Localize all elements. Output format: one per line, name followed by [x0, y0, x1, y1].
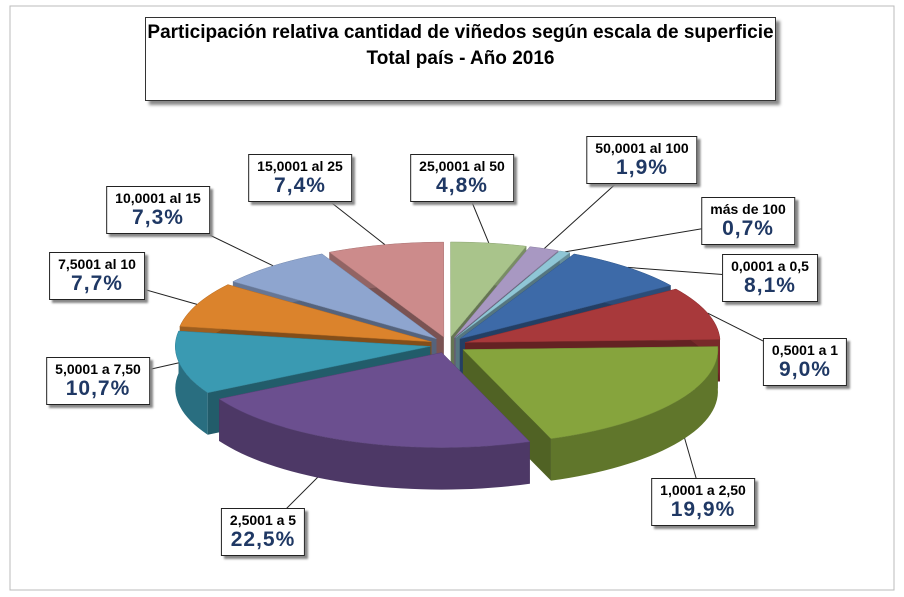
category-label: 2,5001 a 5	[229, 512, 297, 528]
data-label: 1,0001 a 2,50 19,9%	[651, 478, 755, 526]
value-label: 19,9%	[670, 498, 736, 521]
data-label: más de 100 0,7%	[701, 197, 795, 245]
slice	[465, 288, 721, 343]
value-label: 1,9%	[616, 156, 668, 179]
value-label: 10,7%	[65, 377, 131, 400]
category-label: 10,0001 al 15	[115, 190, 201, 206]
value-label: 4,8%	[436, 174, 488, 197]
category-label: 0,5001 a 1	[771, 342, 839, 358]
slice	[218, 352, 531, 448]
slice	[459, 253, 672, 340]
chart-border	[9, 5, 895, 591]
slice	[175, 330, 431, 394]
data-label: 5,0001 a 7,50 10,7%	[46, 357, 150, 405]
slice-side	[550, 346, 718, 481]
slice	[455, 250, 571, 338]
value-label: 8,1%	[744, 274, 796, 297]
value-label: 22,5%	[230, 528, 296, 551]
category-label: 1,0001 a 2,50	[660, 482, 746, 498]
category-label: 5,0001 a 7,50	[55, 361, 141, 377]
category-label: 15,0001 al 25	[257, 158, 343, 174]
data-label: 0,5001 a 1 9,0%	[762, 338, 848, 386]
value-label: 9,0%	[779, 358, 831, 381]
data-label: 50,0001 al 100 1,9%	[586, 136, 698, 184]
chart-title: Participación relativa cantidad de viñed…	[147, 22, 774, 43]
chart-subtitle: Total país - Año 2016	[366, 48, 555, 69]
category-label: 25,0001 al 50	[419, 158, 505, 174]
data-label: 0,0001 a 0,5 8,1%	[722, 254, 818, 302]
slice-group	[462, 346, 719, 481]
slice	[179, 284, 432, 343]
slice-group	[218, 352, 531, 490]
data-label: 15,0001 al 25 7,4%	[248, 154, 352, 202]
data-label: 10,0001 al 15 7,3%	[106, 186, 210, 234]
value-label: 0,7%	[722, 217, 774, 240]
slice-side	[175, 331, 208, 435]
data-label: 2,5001 a 5 22,5%	[220, 508, 306, 556]
data-label: 25,0001 al 50 4,8%	[410, 154, 514, 202]
category-label: 0,0001 a 0,5	[731, 258, 809, 274]
value-label: 7,3%	[132, 206, 184, 229]
value-label: 7,4%	[274, 174, 326, 197]
data-label: 7,5001 al 10 7,7%	[49, 252, 145, 300]
category-label: 7,5001 al 10	[58, 256, 136, 272]
slice	[232, 253, 437, 340]
value-label: 7,7%	[71, 272, 123, 295]
category-label: 50,0001 al 100	[595, 140, 689, 156]
title-box: Participación relativa cantidad de viñed…	[145, 17, 776, 101]
slice	[462, 346, 719, 439]
category-label: más de 100	[710, 201, 786, 217]
slice	[328, 241, 445, 338]
slice	[450, 241, 527, 338]
slice	[454, 246, 559, 338]
